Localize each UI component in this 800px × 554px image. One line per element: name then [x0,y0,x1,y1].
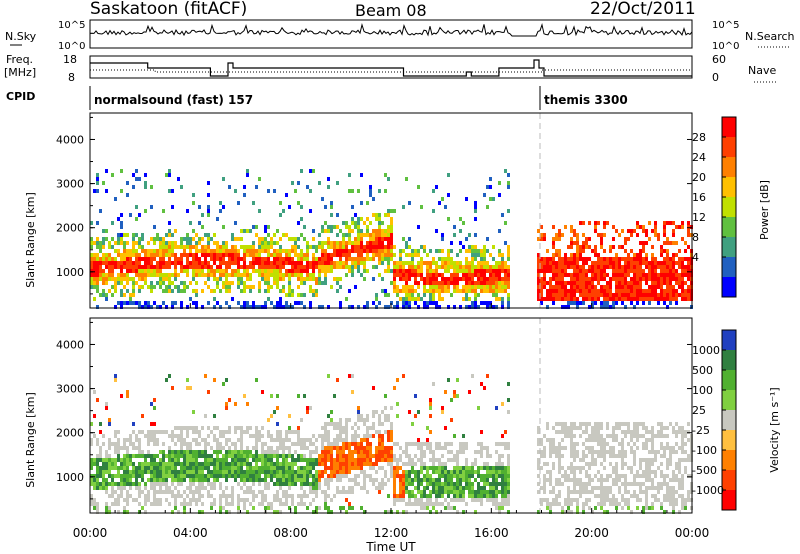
colorbar-swatch [722,257,736,278]
colorbar-swatch [722,277,736,298]
colorbar-swatch [722,430,736,451]
colorbar-swatch [722,490,736,511]
freq-label: Freq. [6,53,33,66]
nsky-tick-top: 10^5 [58,20,85,31]
colorbar-swatch [722,177,736,198]
colorbar-tick-label: 28 [692,131,706,144]
colorbar-tick-label: 8 [692,231,699,244]
freq-panel [89,55,693,79]
y-tick-label: 3000 [56,383,84,396]
cpid-segment-1: themis 3300 [544,93,628,107]
x-tick-label: 16:00 [474,526,509,540]
freq-tick-bottom: 8 [68,71,75,84]
colorbar-tick-label: 24 [692,151,706,164]
colorbar-swatch [722,410,736,431]
beam-title: Beam 08 [355,1,427,20]
y-tick-label: 4000 [56,133,84,146]
station-title: Saskatoon (fitACF) [90,0,247,19]
y-tick-label: 4000 [56,338,84,351]
nave-tick-top: 60 [712,53,726,66]
x-axis-label: Time UT [365,540,416,554]
power-colorbar-label: Power [dB] [758,180,771,240]
velocity-ylabel: Slant Range [km] [24,392,37,488]
y-tick-label: 3000 [56,178,84,191]
x-tick-label: 20:00 [574,526,609,540]
colorbar-tick-label: 25 [692,404,706,417]
colorbar-tick-label: -1000 [692,484,724,497]
nsky-tick-bottom: 10^0 [58,41,85,52]
nsky-label: N.Sky [5,30,37,43]
colorbar-tick-label: -500 [692,464,717,477]
nave-tick-bottom: 0 [712,71,719,84]
colorbar-tick-label: 20 [692,171,706,184]
nsky-panel [89,19,693,49]
colorbar-tick-label: -25 [692,424,710,437]
colorbar-swatch [722,330,736,351]
colorbar-swatch [722,390,736,411]
colorbar-swatch [722,350,736,371]
power-colorbar: 28 24 20 16 12 8 4 [692,116,737,298]
freq-unit: [MHz] [4,66,36,79]
colorbar-swatch [722,197,736,218]
cpid-label: CPID [6,90,35,103]
nsearch-tick-bottom: 10^0 [712,41,739,52]
power-panel: 1000 2000 3000 4000 [56,112,693,309]
x-tick-label: 00:00 [675,526,710,540]
colorbar-tick-label: 16 [692,191,706,204]
y-tick-label: 2000 [56,222,84,235]
y-tick-label: 1000 [56,471,84,484]
cpid-segment-0: normalsound (fast) 157 [94,93,253,107]
y-tick-label: 1000 [56,266,84,279]
velocity-colorbar: 1000 500 100 25 -25 -100 -500 -1000 [692,329,737,511]
colorbar-swatch [722,370,736,391]
power-ylabel: Slant Range [km] [24,192,37,288]
nsearch-label: N.Search [745,30,795,43]
colorbar-tick-label: 1000 [692,344,720,357]
colorbar-tick-label: -100 [692,444,717,457]
x-tick-label: 08:00 [273,526,308,540]
colorbar-tick-label: 12 [692,211,706,224]
colorbar-tick-label: 4 [692,251,699,264]
y-tick-label: 2000 [56,427,84,440]
x-tick-label: 12:00 [374,526,409,540]
colorbar-swatch [722,450,736,471]
colorbar-swatch [722,157,736,178]
nave-label: Nave [748,64,776,77]
colorbar-tick-label: 500 [692,364,713,377]
colorbar-swatch [722,217,736,238]
colorbar-tick-label: 100 [692,384,713,397]
nsearch-tick-top: 10^5 [712,20,739,31]
x-tick-label: 04:00 [173,526,208,540]
freq-tick-top: 18 [63,53,77,66]
velocity-panel: 1000 2000 3000 4000 00:00 04:00 08:00 12:00 16:… [56,317,710,540]
velocity-colorbar-label: Velocity [m s⁻¹] [768,387,781,472]
colorbar-swatch [722,137,736,158]
colorbar-swatch [722,117,736,138]
colorbar-swatch [722,470,736,491]
date-title: 22/Oct/2011 [590,0,696,19]
colorbar-swatch [722,237,736,258]
x-tick-label: 00:00 [73,526,108,540]
